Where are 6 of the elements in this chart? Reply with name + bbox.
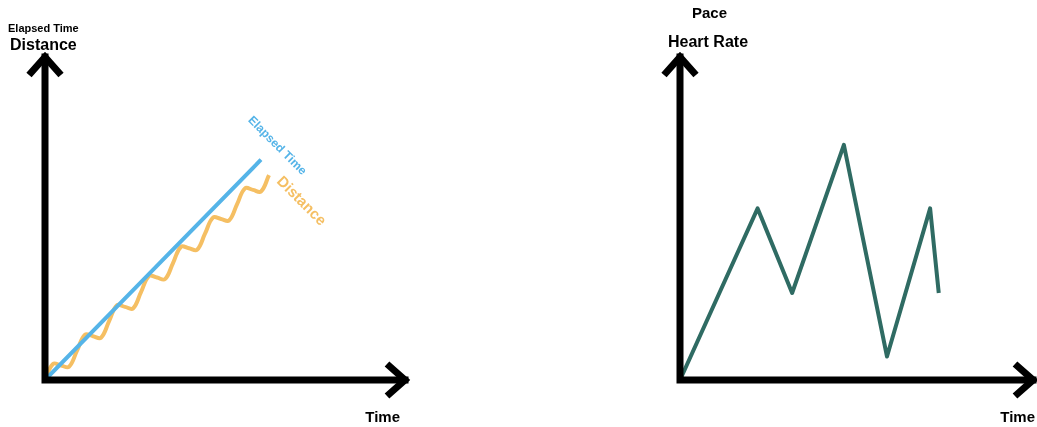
x-axis-title: Time [1000,408,1035,425]
y-axis-title: Heart Rate [668,33,749,51]
x-axis-title: Time [365,408,400,425]
y-axis-title: Distance [10,36,77,54]
text: Pace [692,4,728,21]
text: Elapsed Time [8,22,79,34]
